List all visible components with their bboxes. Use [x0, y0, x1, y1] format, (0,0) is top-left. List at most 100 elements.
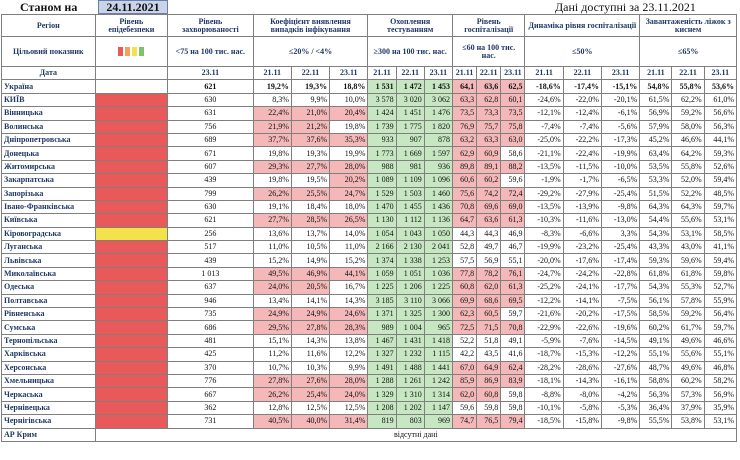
region-name: Івано-Франківська	[1, 199, 96, 215]
oxygen-value: 58,8%	[639, 373, 673, 389]
region-name: Полтавська	[1, 293, 96, 309]
safety-level-cell	[94, 240, 169, 255]
incidence-value: 630	[167, 92, 254, 108]
col-dynamics: Динаміка рівня госпіталізації	[524, 14, 641, 37]
testing-value: 1 775	[395, 119, 425, 134]
safety-level-cell	[94, 106, 169, 121]
positivity-value: 25,5%	[290, 186, 331, 201]
oxygen-value: 46,6%	[703, 333, 738, 349]
oxygen-value: 64,2%	[671, 146, 705, 161]
positivity-value: 12,5%	[290, 400, 331, 416]
positivity-value: 46,9%	[290, 266, 331, 282]
testing-value: 989	[367, 320, 397, 335]
positivity-value: 10,0%	[329, 92, 369, 108]
hosp-value: 88,2	[500, 159, 526, 175]
testing-value: 1 472	[395, 79, 425, 94]
testing-value: 1 460	[423, 186, 453, 201]
dynamics-value: -12,1%	[524, 106, 564, 121]
dynamics-value: -25,4%	[600, 240, 641, 255]
hosp-value: 60,6	[451, 173, 478, 188]
oxygen-value: 59,4%	[703, 173, 738, 188]
hosp-value: 56,9	[476, 253, 502, 268]
dynamics-value: -7,5%	[600, 293, 641, 309]
testing-value: 3 062	[423, 92, 453, 108]
oxygen-value: 55,6%	[671, 213, 705, 228]
oxygen-value: 62,2%	[671, 92, 705, 108]
positivity-value: 27,7%	[252, 213, 292, 228]
target-dynamics: ≤50%	[524, 36, 641, 67]
dynamics-value: -15,3%	[562, 347, 602, 362]
hosp-value: 55,1	[500, 253, 526, 268]
positivity-value: 24,9%	[290, 307, 331, 322]
testing-value: 1 467	[367, 333, 397, 349]
testing-value: 1 739	[367, 119, 397, 134]
table-row: Україна 621 19,2% 19,3% 18,8% 1 531 1 472 1 453…	[1, 79, 738, 94]
hosp-value: 60,8	[451, 280, 478, 295]
region-name: Київська	[1, 213, 96, 228]
testing-value: 1 436	[423, 199, 453, 215]
region-name: Хмельницька	[1, 373, 96, 389]
testing-value: 1 314	[423, 387, 453, 402]
dynamics-value: -29,2%	[524, 186, 564, 201]
positivity-value: 27,8%	[252, 373, 292, 389]
region-name: Кіровоградська	[1, 226, 96, 242]
dynamics-value: -25,4%	[600, 186, 641, 201]
testing-value: 1 089	[367, 173, 397, 188]
testing-value: 936	[423, 159, 453, 175]
region-name: Львівська	[1, 253, 96, 268]
dynamics-value: -19,6%	[600, 320, 641, 335]
region-name: Харківська	[1, 347, 96, 362]
hosp-value: 61,3	[500, 213, 526, 228]
oxygen-value: 55,6%	[671, 347, 705, 362]
testing-value: 981	[395, 159, 425, 175]
oxygen-value: 49,6%	[671, 333, 705, 349]
testing-value: 1 491	[367, 360, 397, 375]
testing-value: 1 261	[395, 373, 425, 389]
positivity-value: 20,4%	[329, 106, 369, 121]
safety-level-cell	[94, 266, 169, 282]
testing-value: 1 329	[367, 387, 397, 402]
positivity-value: 18,4%	[290, 199, 331, 215]
incidence-value: 776	[167, 373, 254, 389]
hosp-value: 71,5	[476, 320, 502, 335]
no-data-note: відсутні дані	[94, 427, 738, 442]
testing-value: 1 242	[423, 373, 453, 389]
oxygen-value: 55,8%	[671, 79, 705, 94]
oxygen-value: 55,5%	[639, 414, 673, 429]
region-name: Житомирська	[1, 159, 96, 175]
region-name: Луганська	[1, 240, 96, 255]
oxygen-value: 49,1%	[639, 333, 673, 349]
dynamics-value: -25,2%	[524, 280, 564, 295]
positivity-value: 27,8%	[290, 320, 331, 335]
positivity-value: 21,2%	[290, 119, 331, 134]
positivity-value: 22,4%	[252, 106, 292, 121]
incidence-value: 946	[167, 293, 254, 309]
hosp-value: 59,6	[451, 400, 478, 416]
testing-value: 1 050	[423, 226, 453, 242]
date-empty	[94, 65, 169, 81]
positivity-value: 27,6%	[290, 373, 331, 389]
dynamics-value: -24,1%	[562, 280, 602, 295]
table-row: Івано-Франківська 630 19,1% 18,4% 18,0% 1 470…	[1, 199, 738, 215]
table-row: Одеська 637 24,0% 20,5% 16,7% 1 225 1 206 1 225…	[1, 280, 738, 295]
oxygen-value: 43,3%	[639, 240, 673, 255]
date-col: 22.11	[290, 65, 331, 81]
region-name: Тернопільська	[1, 333, 96, 349]
positivity-value: 10,5%	[290, 240, 331, 255]
positivity-value: 14,9%	[290, 253, 331, 268]
date-col: 21.11	[367, 65, 397, 81]
oxygen-value: 61,7%	[671, 320, 705, 335]
table-row: Харківська 425 11,2% 11,6% 12,2% 1 327 1 232 1 …	[1, 347, 738, 362]
positivity-value: 24,9%	[252, 307, 292, 322]
oxygen-value: 46,8%	[703, 360, 738, 375]
table-row: Кіровоградська 256 13,6% 13,7% 14,0% 1 054 1 0…	[1, 226, 738, 242]
oxygen-value: 57,3%	[671, 387, 705, 402]
report-header: Станом на 24.11.2021 Дані доступні за 23…	[0, 0, 740, 14]
dynamics-value: -5,9%	[524, 333, 564, 349]
dynamics-value: -7,4%	[562, 119, 602, 134]
oxygen-value: 37,9%	[671, 400, 705, 416]
testing-value: 1 531	[367, 79, 397, 94]
positivity-value: 11,0%	[329, 240, 369, 255]
date-col: 21.11	[252, 65, 292, 81]
date-col: 23.11	[703, 65, 738, 81]
